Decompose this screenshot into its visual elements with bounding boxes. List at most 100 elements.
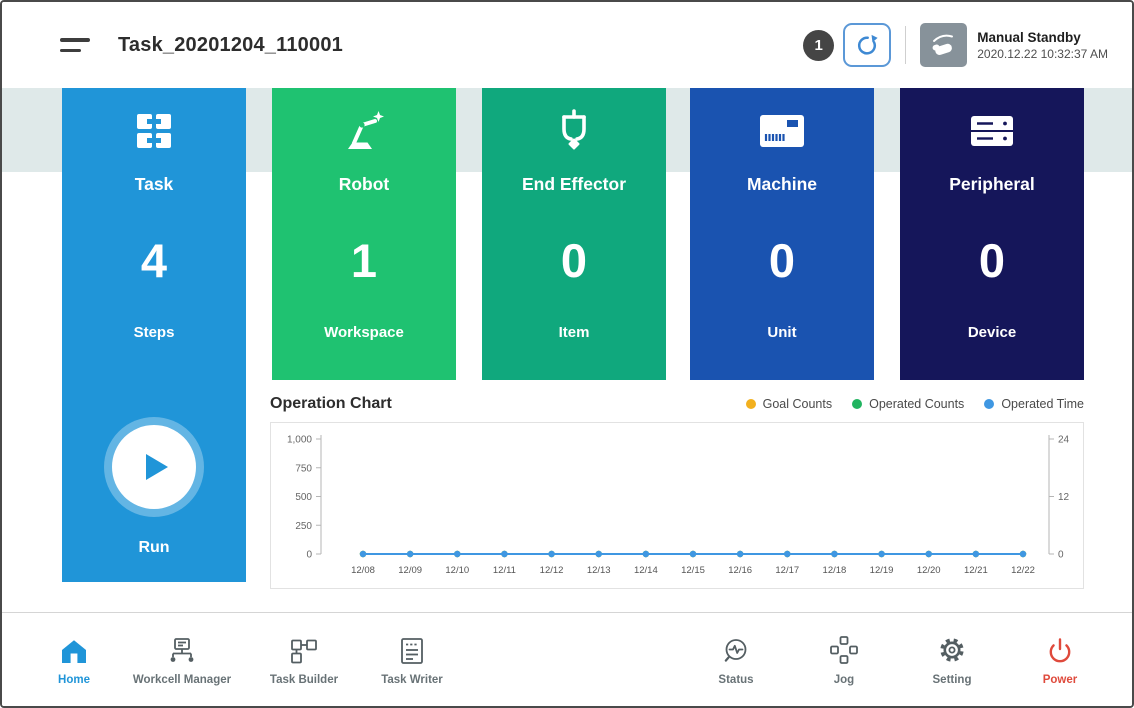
manual-mode-button[interactable] bbox=[920, 23, 967, 67]
svg-text:12/22: 12/22 bbox=[1011, 565, 1035, 576]
workcell-manager-icon bbox=[167, 633, 197, 665]
machine-card[interactable]: Machine 0 Unit bbox=[690, 88, 874, 380]
card-title: Machine bbox=[747, 174, 817, 195]
chart-legend: Goal Counts Operated Counts Operated Tim… bbox=[746, 397, 1084, 411]
legend-label: Operated Time bbox=[1001, 397, 1084, 411]
nav-group-left: Home Workcell Manager bbox=[42, 633, 458, 686]
svg-text:12/20: 12/20 bbox=[917, 565, 941, 576]
jog-icon bbox=[829, 633, 859, 665]
run-button[interactable] bbox=[112, 425, 196, 509]
task-blocks-icon bbox=[134, 104, 174, 158]
svg-text:12: 12 bbox=[1058, 492, 1070, 503]
mode-timestamp: 2020.12.22 10:32:37 AM bbox=[977, 47, 1108, 61]
run-label: Run bbox=[138, 539, 169, 557]
svg-text:0: 0 bbox=[1058, 550, 1064, 561]
card-title: Peripheral bbox=[949, 174, 1035, 195]
svg-text:12/15: 12/15 bbox=[681, 565, 705, 576]
header: Task_20201204_110001 1 bbox=[2, 2, 1132, 88]
card-unit: Device bbox=[968, 324, 1016, 341]
nav-item-home[interactable]: Home bbox=[42, 633, 106, 686]
card-value: 0 bbox=[561, 237, 587, 284]
nav-label: Setting bbox=[933, 674, 972, 686]
nav-label: Task Builder bbox=[270, 674, 338, 686]
card-unit: Workspace bbox=[324, 324, 404, 341]
power-icon bbox=[1046, 633, 1074, 665]
svg-text:12/12: 12/12 bbox=[540, 565, 564, 576]
app-window: Task_20201204_110001 1 bbox=[0, 0, 1134, 708]
chart-title: Operation Chart bbox=[270, 395, 392, 413]
play-icon bbox=[144, 452, 170, 482]
nav-group-right: Status Jog bbox=[704, 633, 1092, 686]
svg-text:12/13: 12/13 bbox=[587, 565, 611, 576]
robot-card[interactable]: Robot 1 Workspace bbox=[272, 88, 456, 380]
svg-text:750: 750 bbox=[295, 463, 312, 474]
nav-item-workcell-manager[interactable]: Workcell Manager bbox=[122, 633, 242, 686]
chart-header: Operation Chart Goal Counts Operated Cou… bbox=[270, 395, 1084, 413]
nav-item-status[interactable]: Status bbox=[704, 633, 768, 686]
operated-time-dot-icon bbox=[984, 399, 994, 409]
svg-text:12/21: 12/21 bbox=[964, 565, 988, 576]
setting-icon bbox=[937, 633, 967, 665]
nav-label: Workcell Manager bbox=[133, 674, 231, 686]
nav-label: Home bbox=[58, 674, 90, 686]
svg-text:12/10: 12/10 bbox=[445, 565, 469, 576]
nav-item-task-writer[interactable]: Task Writer bbox=[366, 633, 458, 686]
robot-arm-icon bbox=[341, 104, 387, 158]
svg-text:24: 24 bbox=[1058, 435, 1070, 446]
refresh-button[interactable] bbox=[843, 23, 891, 67]
page-title: Task_20201204_110001 bbox=[118, 34, 343, 57]
svg-text:12/14: 12/14 bbox=[634, 565, 658, 576]
svg-text:12/16: 12/16 bbox=[728, 565, 752, 576]
nav-label: Task Writer bbox=[381, 674, 443, 686]
home-icon bbox=[60, 633, 88, 665]
svg-text:12/11: 12/11 bbox=[493, 565, 516, 576]
legend-item-goal-counts: Goal Counts bbox=[746, 397, 832, 411]
operated-counts-dot-icon bbox=[852, 399, 862, 409]
badge-count: 1 bbox=[815, 37, 823, 54]
legend-item-operated-counts: Operated Counts bbox=[852, 397, 964, 411]
task-writer-icon bbox=[400, 633, 424, 665]
status-icon bbox=[722, 633, 750, 665]
card-unit: Unit bbox=[767, 324, 796, 341]
nav-item-jog[interactable]: Jog bbox=[812, 633, 876, 686]
task-card[interactable]: Task 4 Steps Run bbox=[62, 88, 246, 582]
nav-label: Status bbox=[718, 674, 753, 686]
legend-label: Goal Counts bbox=[763, 397, 832, 411]
header-divider bbox=[905, 26, 906, 64]
goal-counts-dot-icon bbox=[746, 399, 756, 409]
gripper-icon bbox=[552, 104, 596, 158]
manual-hand-icon bbox=[930, 32, 958, 58]
header-right: 1 Manual Standby 2 bbox=[803, 23, 1108, 67]
legend-label: Operated Counts bbox=[869, 397, 964, 411]
card-value: 4 bbox=[141, 237, 167, 284]
menu-button[interactable] bbox=[60, 34, 90, 56]
svg-text:500: 500 bbox=[295, 492, 312, 503]
svg-text:12/18: 12/18 bbox=[823, 565, 847, 576]
hamburger-menu-icon bbox=[60, 38, 90, 42]
operation-chart: 02505007501,0000122412/0812/0912/1012/11… bbox=[270, 422, 1084, 589]
machine-icon bbox=[758, 104, 806, 158]
svg-text:12/09: 12/09 bbox=[398, 565, 422, 576]
nav-item-setting[interactable]: Setting bbox=[920, 633, 984, 686]
legend-item-operated-time: Operated Time bbox=[984, 397, 1084, 411]
card-title: Robot bbox=[339, 174, 390, 195]
card-value: 0 bbox=[979, 237, 1005, 284]
svg-text:1,000: 1,000 bbox=[287, 435, 312, 446]
refresh-icon bbox=[854, 32, 880, 58]
card-unit: Steps bbox=[134, 324, 175, 341]
end-effector-card[interactable]: End Effector 0 Item bbox=[482, 88, 666, 380]
svg-text:0: 0 bbox=[306, 550, 312, 561]
nav-label: Jog bbox=[834, 674, 854, 686]
bottom-nav: Home Workcell Manager bbox=[2, 612, 1132, 706]
notification-badge[interactable]: 1 bbox=[803, 30, 834, 61]
card-value: 0 bbox=[769, 237, 795, 284]
peripheral-card[interactable]: Peripheral 0 Device bbox=[900, 88, 1084, 380]
nav-item-power[interactable]: Power bbox=[1028, 633, 1092, 686]
nav-label: Power bbox=[1043, 674, 1078, 686]
card-title: End Effector bbox=[522, 174, 626, 195]
mode-label: Manual Standby bbox=[977, 30, 1108, 45]
operation-chart-svg: 02505007501,0000122412/0812/0912/1012/11… bbox=[271, 423, 1083, 588]
svg-text:12/08: 12/08 bbox=[351, 565, 375, 576]
svg-text:12/17: 12/17 bbox=[775, 565, 799, 576]
nav-item-task-builder[interactable]: Task Builder bbox=[258, 633, 350, 686]
